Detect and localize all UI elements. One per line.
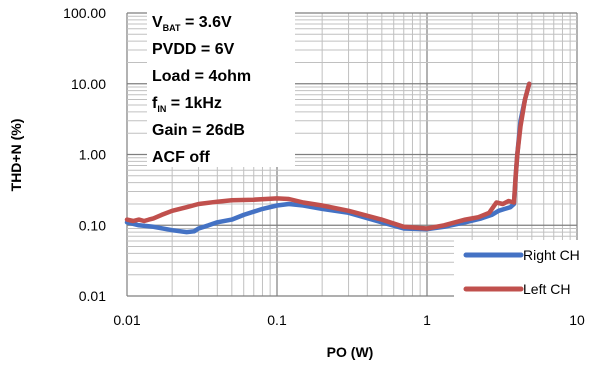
annotation-line: PVDD = 6V [152, 41, 235, 58]
legend-label: Left CH [523, 281, 570, 297]
annotation-main: f [152, 95, 158, 112]
annotation-main: Load = 4ohm [152, 68, 251, 85]
y-tick-label: 0.10 [79, 217, 106, 233]
series-line-left-ch [124, 81, 532, 231]
x-axis-title: PO (W) [327, 344, 374, 360]
legend: Right CH Left CH [454, 240, 580, 302]
y-tick-label: 10.00 [71, 76, 106, 92]
annotation-rest: = 1kHz [166, 95, 222, 112]
y-tick-label: 100.00 [63, 5, 106, 21]
legend-background [454, 240, 580, 302]
legend-label: Right CH [523, 247, 580, 263]
annotation-line: Gain = 26dB [152, 122, 245, 139]
annotation-line: VBAT = 3.6V [152, 14, 232, 33]
x-tick-label: 1 [423, 312, 431, 328]
annotation-line: ACF off [152, 149, 210, 166]
annotation-main: PVDD = 6V [152, 41, 235, 58]
series-group [124, 81, 532, 235]
annotation-main: ACF off [152, 149, 210, 166]
tick-labels: 0.01 0.1 1 10 0.01 0.10 1.00 10.00 100.00 [63, 5, 585, 328]
annotation-subscript: IN [157, 104, 166, 114]
y-axis-title: THD+N (%) [8, 119, 24, 192]
y-tick-label: 0.01 [79, 288, 106, 304]
annotation-main: Gain = 26dB [152, 122, 245, 139]
annotation-block: VBAT = 3.6V PVDD = 6V Load = 4ohm fIN = 1kH… [147, 7, 295, 167]
annotation-background [147, 7, 295, 167]
x-tick-label: 10 [569, 312, 585, 328]
annotation-subscript: BAT [163, 23, 181, 33]
annotation-main: V [152, 14, 163, 31]
annotation-line: fIN = 1kHz [152, 95, 222, 114]
annotation-rest: = 3.6V [181, 14, 232, 31]
x-tick-label: 0.01 [113, 312, 140, 328]
y-tick-label: 1.00 [79, 147, 106, 163]
annotation-line: Load = 4ohm [152, 68, 251, 85]
x-tick-label: 0.1 [267, 312, 287, 328]
